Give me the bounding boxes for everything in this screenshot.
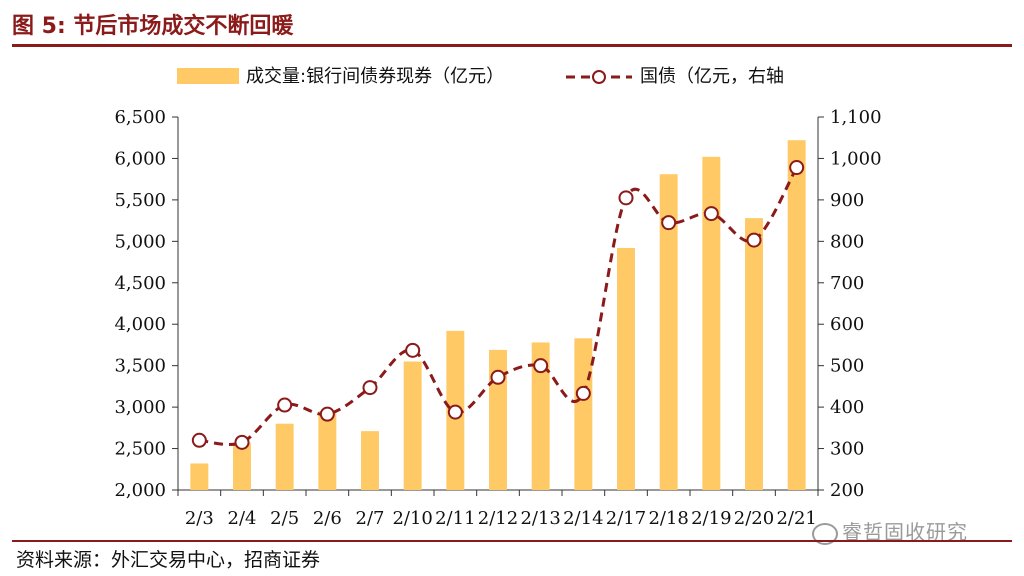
left-tick-label: 4,500 — [114, 273, 166, 294]
bar — [190, 463, 209, 490]
bar — [489, 349, 507, 490]
x-tick-label: 2/13 — [520, 508, 560, 529]
left-tick-label: 6,500 — [114, 107, 166, 128]
x-tick-label: 2/20 — [734, 508, 774, 529]
bar — [318, 411, 337, 490]
right-tick-label: 700 — [830, 273, 864, 294]
right-tick-label: 200 — [830, 480, 864, 501]
bar — [574, 338, 593, 490]
figure-title: 图 5: 节后市场成交不断回暖 — [12, 14, 294, 39]
left-tick-label: 5,500 — [114, 190, 166, 211]
bar — [787, 140, 806, 490]
wechat-icon — [812, 522, 838, 545]
line-point — [447, 404, 463, 420]
left-tick-label: 3,500 — [114, 356, 166, 377]
x-tick-label: 2/4 — [228, 508, 257, 529]
line-point — [533, 358, 549, 374]
bar — [659, 174, 678, 490]
footer-divider — [12, 540, 1012, 542]
left-tick-label: 4,000 — [114, 314, 166, 335]
bar — [361, 431, 379, 490]
bar — [745, 218, 763, 490]
line-point — [618, 190, 634, 206]
x-tick-label: 2/6 — [313, 508, 342, 529]
bar-series — [190, 140, 806, 490]
right-tick-label: 800 — [830, 231, 864, 252]
right-tick-label: 400 — [830, 397, 864, 418]
x-tick-label: 2/18 — [648, 508, 688, 529]
right-tick-label: 900 — [830, 190, 864, 211]
x-tick-label: 2/12 — [478, 508, 518, 529]
left-tick-label: 3,000 — [114, 397, 166, 418]
right-tick-label: 1,000 — [830, 148, 882, 169]
line-point — [703, 206, 719, 222]
title-divider — [12, 44, 1012, 47]
bar — [403, 361, 422, 490]
bar — [617, 247, 635, 490]
left-tick-label: 6,000 — [114, 148, 166, 169]
x-tick-label: 2/5 — [270, 508, 299, 529]
line-point — [191, 432, 207, 448]
left-tick-label: 2,500 — [114, 439, 166, 460]
line-point — [362, 380, 378, 396]
line-point — [490, 369, 506, 385]
line-point — [277, 397, 293, 413]
bar — [233, 442, 251, 490]
x-tick-label: 2/14 — [563, 508, 603, 529]
line-path — [199, 166, 798, 447]
bar — [531, 342, 550, 490]
right-tick-label: 600 — [830, 314, 864, 335]
axes: 2,000 2,500 3,000 3,500 4,000 4,500 5,000 5,500… — [114, 107, 881, 529]
line-point — [319, 406, 335, 422]
x-tick-label: 2/3 — [185, 508, 214, 529]
right-tick-label: 1,100 — [830, 107, 882, 128]
right-tick-label: 300 — [830, 439, 864, 460]
legend-line-label: 国债（亿元，右轴 — [640, 66, 784, 87]
line-point — [789, 160, 805, 176]
left-tick-label: 2,000 — [114, 480, 166, 501]
x-tick-label: 2/17 — [606, 508, 646, 529]
legend-line-marker — [592, 70, 606, 84]
x-tick-label: 2/19 — [691, 508, 731, 529]
line-series — [191, 160, 805, 450]
x-tick-label: 2/11 — [435, 508, 475, 529]
bar — [702, 156, 721, 490]
source-note: 资料来源：外汇交易中心，招商证券 — [16, 549, 321, 571]
x-tick-label: 2/10 — [392, 508, 432, 529]
right-tick-label: 500 — [830, 356, 864, 377]
bar — [275, 423, 294, 490]
line-point — [405, 342, 421, 358]
line-point — [575, 385, 591, 401]
x-tick-label: 2/21 — [776, 508, 816, 529]
line-point — [661, 215, 677, 231]
legend-bar-swatch — [177, 68, 239, 84]
legend: 成交量:银行间债券现券（亿元） 国债（亿元，右轴 — [177, 66, 784, 87]
legend-bar-label: 成交量:银行间债券现券（亿元） — [246, 66, 504, 87]
line-point — [234, 434, 250, 450]
left-tick-label: 5,000 — [114, 231, 166, 252]
x-tick-label: 2/7 — [356, 508, 385, 529]
line-point — [746, 232, 762, 248]
